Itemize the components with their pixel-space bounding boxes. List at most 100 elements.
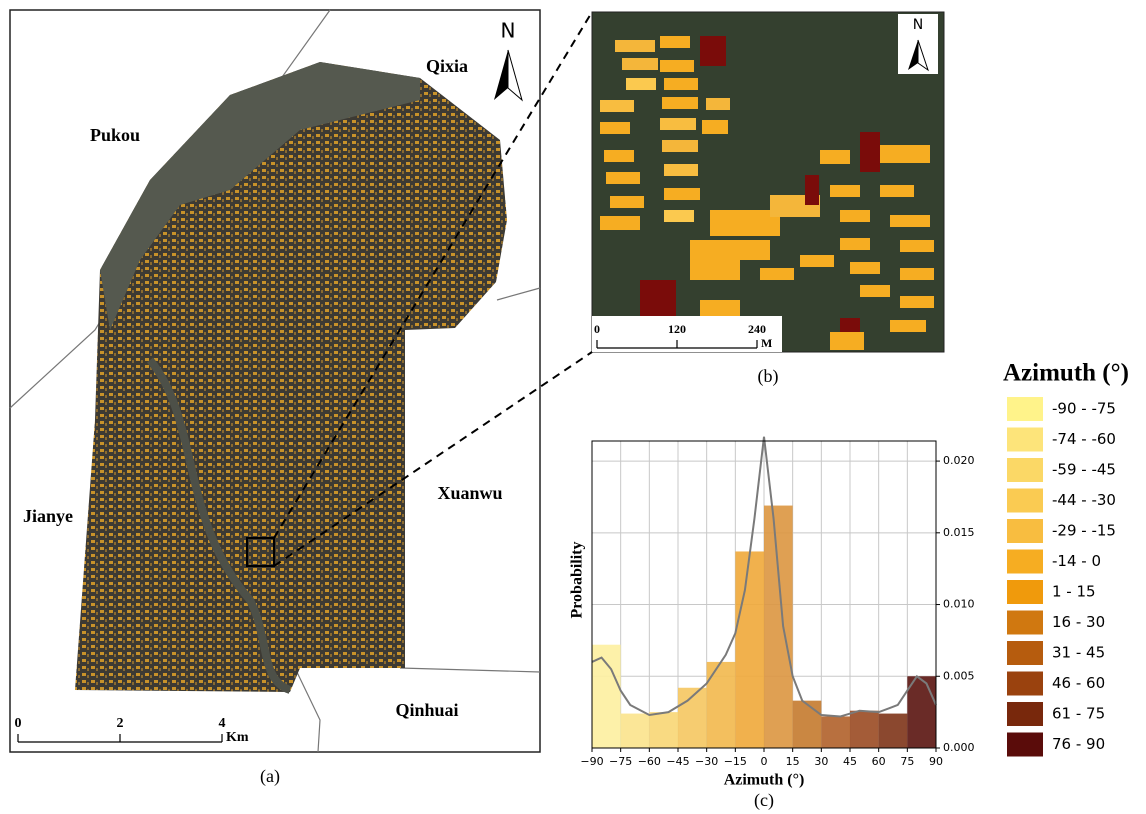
legend-swatch xyxy=(1007,641,1043,665)
building xyxy=(890,215,930,227)
north-label: N xyxy=(501,19,516,43)
x-tick-label: −45 xyxy=(666,755,689,768)
bar xyxy=(764,506,793,748)
region-label: Qixia xyxy=(426,56,468,76)
y-tick-label: 0.000 xyxy=(943,741,975,754)
building xyxy=(840,318,860,332)
scale-unit: Km xyxy=(226,730,249,745)
building xyxy=(640,280,676,316)
bar xyxy=(707,662,736,748)
building xyxy=(805,175,819,205)
scale-label: 0 xyxy=(594,322,600,336)
bar xyxy=(907,676,936,748)
scale-label: 4 xyxy=(219,716,226,731)
x-tick-label: 15 xyxy=(786,755,800,768)
region-label: Jianye xyxy=(23,506,73,526)
building xyxy=(820,150,850,164)
building xyxy=(626,78,656,90)
bar xyxy=(735,551,764,748)
legend-swatch xyxy=(1007,611,1043,635)
y-tick-label: 0.005 xyxy=(943,669,975,682)
legend-swatch xyxy=(1007,519,1043,543)
region-label: Qinhuai xyxy=(395,700,458,720)
legend-label: 76 - 90 xyxy=(1052,735,1105,753)
panel-label: (c) xyxy=(754,790,774,811)
building xyxy=(600,122,630,134)
building xyxy=(890,320,926,332)
x-tick-label: 60 xyxy=(872,755,886,768)
legend-swatch xyxy=(1007,550,1043,574)
histogram: −90−75−60−45−30−1501530456075900.0000.00… xyxy=(580,437,974,768)
building xyxy=(880,185,914,197)
x-axis-label: Azimuth (°) xyxy=(724,772,805,789)
building xyxy=(830,332,864,350)
building xyxy=(702,120,728,134)
bar xyxy=(879,714,908,748)
y-axis-label: Probability xyxy=(569,541,586,618)
y-tick-label: 0.015 xyxy=(943,526,975,539)
building xyxy=(860,285,890,297)
x-tick-label: −90 xyxy=(580,755,603,768)
legend-label: 61 - 75 xyxy=(1052,705,1105,723)
legend-title: Azimuth (°) xyxy=(1003,360,1129,387)
building xyxy=(700,36,726,66)
building xyxy=(840,238,870,250)
bar xyxy=(649,712,678,748)
building xyxy=(622,58,658,70)
scale-label: 120 xyxy=(668,322,686,336)
building xyxy=(900,296,934,308)
building xyxy=(660,36,690,48)
building xyxy=(760,268,794,280)
legend-label: 31 - 45 xyxy=(1052,644,1105,662)
legend-label: -14 - 0 xyxy=(1052,552,1101,570)
bar xyxy=(793,701,822,748)
legend-label: 46 - 60 xyxy=(1052,674,1105,692)
legend-label: -74 - -60 xyxy=(1052,430,1116,448)
legend-swatch xyxy=(1007,733,1043,757)
legend-swatch xyxy=(1007,428,1043,452)
scale-unit: M xyxy=(761,336,772,350)
legend-swatch xyxy=(1007,489,1043,513)
region-label: Pukou xyxy=(90,125,140,145)
x-tick-label: 90 xyxy=(929,755,943,768)
north-label: N xyxy=(913,17,923,33)
legend-swatch xyxy=(1007,672,1043,696)
building xyxy=(604,150,634,162)
building xyxy=(700,300,740,316)
scale-label: 240 xyxy=(748,322,766,336)
building xyxy=(664,164,698,176)
building xyxy=(600,216,640,230)
x-tick-label: 0 xyxy=(761,755,768,768)
bar xyxy=(850,711,879,748)
building xyxy=(662,97,698,109)
building xyxy=(690,240,740,280)
building xyxy=(900,268,934,280)
x-tick-label: 30 xyxy=(814,755,828,768)
x-tick-label: −75 xyxy=(609,755,632,768)
legend-label: -29 - -15 xyxy=(1052,522,1116,540)
figure: N 024Km (a) N 0120240M (b) −90−75−60−45−… xyxy=(0,0,1146,814)
legend-label: -90 - -75 xyxy=(1052,400,1116,418)
legend-label: -59 - -45 xyxy=(1052,461,1116,479)
building xyxy=(900,240,934,252)
panel-label: (a) xyxy=(260,766,280,787)
bar xyxy=(821,716,850,748)
building xyxy=(664,78,698,90)
building xyxy=(740,240,770,260)
building xyxy=(600,100,634,112)
panel-label: (b) xyxy=(758,366,779,387)
legend-label: 16 - 30 xyxy=(1052,613,1105,631)
building xyxy=(830,185,860,197)
scale-label: 2 xyxy=(117,716,124,731)
x-tick-label: −15 xyxy=(724,755,747,768)
legend-swatch xyxy=(1007,580,1043,604)
building xyxy=(850,262,880,274)
legend-label: 1 - 15 xyxy=(1052,583,1096,601)
x-tick-label: −30 xyxy=(695,755,718,768)
legend-swatch xyxy=(1007,458,1043,482)
building xyxy=(610,196,644,208)
building xyxy=(840,210,870,222)
building xyxy=(615,40,655,52)
building xyxy=(860,132,880,172)
legend: -90 - -75-74 - -60-59 - -45-44 - -30-29 … xyxy=(1007,397,1116,757)
